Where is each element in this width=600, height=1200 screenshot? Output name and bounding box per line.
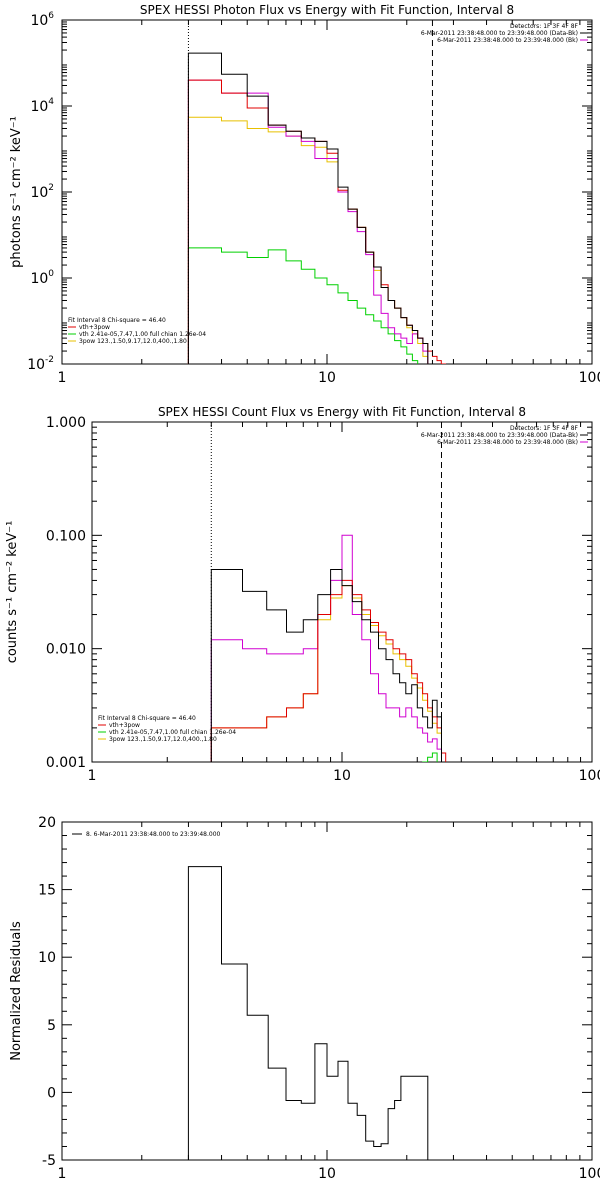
x-tick-label: 100 <box>579 370 600 386</box>
y-tick-label: 5 <box>47 1018 56 1034</box>
legend-topright-text: Detectors: 1F 3F 4F 8F <box>510 425 579 432</box>
y-tick-label: 0.100 <box>46 528 86 544</box>
series-1-line <box>210 579 447 762</box>
x-tick-label: 10 <box>318 370 336 386</box>
legend-bottomleft-text: 3pow 123.,1.50,9.17,12.0,400.,1.80 <box>109 736 217 743</box>
y-tick-label: 100 <box>30 269 54 287</box>
y-tick-exponent: 4 <box>48 97 54 107</box>
legend-topright-text: 6-Mar-2011 23:38:48.000 to 23:39:48.000 … <box>437 37 578 44</box>
panel-2: SPEX HESSI Count Flux vs Energy with Fit… <box>5 405 600 784</box>
series-2-line <box>187 79 433 364</box>
series-group <box>187 866 429 1160</box>
x-tick-label: 10 <box>333 768 351 784</box>
y-tick-base: 10 <box>30 99 48 115</box>
y-tick-exponent: 6 <box>48 11 54 21</box>
legend-topright-text: Detectors: 1F 3F 4F 8F <box>510 23 579 30</box>
y-axis-label: photons s⁻¹ cm⁻² keV⁻¹ <box>9 116 24 268</box>
x-tick-label: 10 <box>318 1166 336 1182</box>
legend-bottomleft-text: Fit Interval 8 Chi-square = 46.40 <box>68 317 166 324</box>
y-axis-label: counts s⁻¹ cm⁻² keV⁻¹ <box>5 521 20 664</box>
series-0-line <box>210 569 442 762</box>
legend-bottomleft-text: 3pow 123.,1.50,9.17,12.0,400.,1.80 <box>79 338 187 345</box>
series-4-line <box>422 752 438 762</box>
y-tick-base: 10 <box>27 357 45 373</box>
series-0-line <box>187 52 433 364</box>
legend-topright-text: 6-Mar-2011 23:38:48.000 to 23:39:48.000 … <box>421 432 578 439</box>
series-2-line <box>210 534 442 762</box>
panel-1: SPEX HESSI Photon Flux vs Energy with Fi… <box>9 3 600 386</box>
series-group <box>210 534 447 762</box>
x-tick-label: 1 <box>88 768 97 784</box>
legend-bottomleft-text: vth+3pow <box>109 722 140 729</box>
y-tick-exponent: 2 <box>48 183 54 193</box>
y-tick-label: 15 <box>38 883 56 899</box>
y-tick-label: 0 <box>47 1085 56 1101</box>
y-tick-base: 10 <box>30 185 48 201</box>
y-tick-label: 20 <box>38 815 56 831</box>
y-tick-base: 10 <box>30 271 48 287</box>
y-tick-label: 104 <box>30 97 54 115</box>
plot-frame <box>61 821 593 1161</box>
chart-title: SPEX HESSI Count Flux vs Energy with Fit… <box>158 405 526 419</box>
plot-frame <box>61 19 593 365</box>
chart-title: SPEX HESSI Photon Flux vs Energy with Fi… <box>140 3 514 17</box>
y-tick-label: -5 <box>42 1153 56 1169</box>
series-0-line <box>187 866 429 1160</box>
legend-bottomleft-text: vth+3pow <box>79 324 110 331</box>
series-4-line <box>187 247 419 364</box>
y-tick-label: 1.000 <box>46 415 86 431</box>
y-tick-label: 102 <box>30 183 54 201</box>
y-tick-label: 106 <box>30 11 54 29</box>
y-axis-label: Normalized Residuals <box>9 921 24 1061</box>
y-tick-label: 10 <box>38 950 56 966</box>
legend-bottomleft-text: vth 2.41e-05,7.47,1.00 full chian 1.26e-… <box>79 331 206 338</box>
x-tick-label: 100 <box>579 1166 600 1182</box>
y-tick-label: 0.001 <box>46 755 86 771</box>
series-3-line <box>187 116 433 364</box>
x-tick-label: 1 <box>58 1166 67 1182</box>
legend-topright-text: 6-Mar-2011 23:38:48.000 to 23:39:48.000 … <box>437 439 578 446</box>
y-tick-label: 10-2 <box>27 355 54 373</box>
legend-bottomleft-text: Fit Interval 8 Chi-square = 46.40 <box>98 715 196 722</box>
legend-topright-text: 6-Mar-2011 23:38:48.000 to 23:39:48.000 … <box>421 30 578 37</box>
panel-3: Normalized Residuals 1 10 100 -5 0 5 10 15 20 8. 6… <box>9 815 600 1182</box>
legend-topleft-text: 8. 6-Mar-2011 23:38:48.000 to 23:39:48.0… <box>86 831 221 838</box>
y-tick-exponent: 0 <box>48 269 54 279</box>
x-tick-label: 100 <box>579 768 600 784</box>
y-tick-label: 0.010 <box>46 642 86 658</box>
legend-bottomleft-text: vth 2.41e-05,7.47,1.00 full chian 1.26e-… <box>109 729 236 736</box>
series-3-line <box>210 585 442 762</box>
y-tick-exponent: -2 <box>45 355 54 365</box>
y-tick-base: 10 <box>30 13 48 29</box>
x-tick-label: 1 <box>58 370 67 386</box>
series-group <box>187 52 446 364</box>
